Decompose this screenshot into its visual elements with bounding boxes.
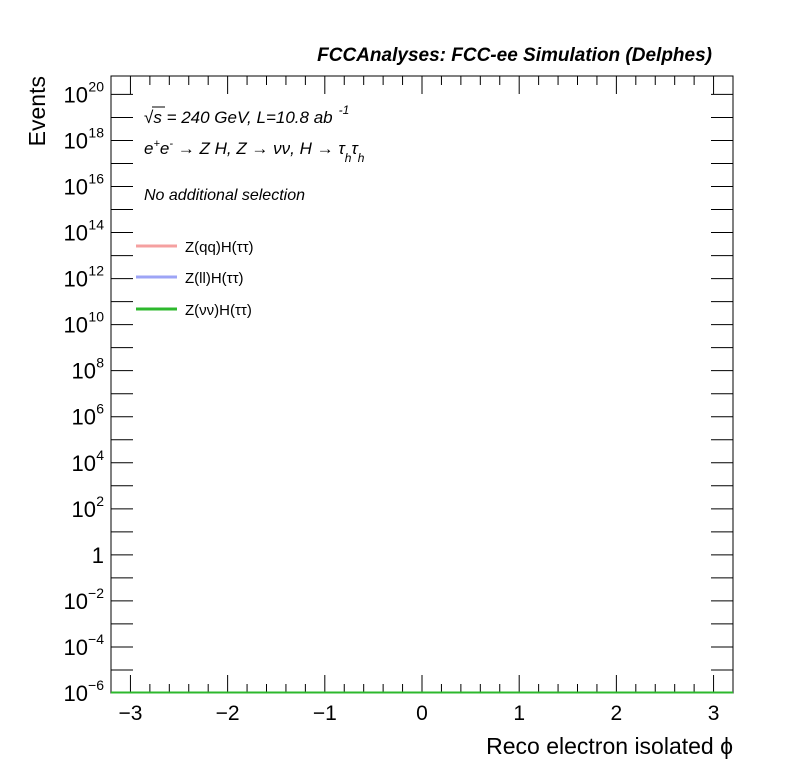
y-tick-label-base: 10 [72, 451, 96, 476]
y-tick-label: −410 [64, 631, 105, 660]
plot-frame [110, 75, 734, 694]
process-text: → Z H, Z → νν, H → τ [173, 139, 346, 158]
process-e1-sup: + [153, 138, 160, 150]
process-e2: e [160, 139, 169, 158]
y-tick-label-base: 10 [64, 82, 88, 107]
y-tick-label-exponent: −4 [88, 631, 104, 647]
x-tick-label: 3 [708, 702, 720, 725]
y-tick-label: −210 [64, 585, 105, 614]
y-tick-label-exponent: 12 [88, 263, 104, 279]
sqrt-s-symbol: √s [144, 108, 162, 127]
y-tick-label: 1 [92, 543, 104, 568]
x-tick-label: 2 [611, 702, 623, 725]
y-tick-label-exponent: 14 [88, 217, 104, 233]
y-tick-label: −610 [64, 677, 105, 706]
y-tick-label-base: 10 [72, 497, 96, 522]
svg-text:e+e- → Z H, Z → νν, H → τhτh: e+e- → Z H, Z → νν, H → τhτh [144, 138, 365, 165]
y-tick-label: 210 [72, 493, 105, 522]
y-tick-label-base: 10 [64, 589, 88, 614]
lumi-unit-exponent: -1 [339, 103, 350, 117]
legend: Z(qq)H(ττ) Z(ll)H(ττ) Z(νν)H(ττ) [136, 239, 254, 319]
y-tick-label: 410 [72, 447, 105, 476]
y-tick-label-exponent: −2 [88, 585, 104, 601]
y-axis-ticks [111, 93, 733, 694]
y-tick-label-exponent: −6 [88, 677, 104, 693]
annotation-selection: No additional selection [144, 187, 305, 204]
legend-label-znn: Z(νν)H(ττ) [185, 302, 252, 319]
legend-label-zll: Z(ll)H(ττ) [185, 270, 244, 287]
annotation-energy-lumi: √s = 240 GeV, L=10.8 ab -1 [144, 103, 349, 127]
annotation-process: e+e- → Z H, Z → νν, H → τhτh [144, 138, 365, 165]
process-tau1-sub: h [345, 151, 352, 165]
process-tau2: τ [351, 139, 359, 158]
process-e2-sup: - [169, 138, 173, 150]
process-e1: e [144, 139, 153, 158]
process-tau2-sub: h [358, 151, 365, 165]
y-tick-label-exponent: 6 [96, 401, 104, 417]
y-tick-label-base: 10 [64, 681, 88, 706]
y-tick-label-base: 10 [64, 635, 88, 660]
x-tick-label: 1 [513, 702, 525, 725]
y-tick-label-exponent: 2 [96, 493, 104, 509]
x-tick-label: −1 [313, 702, 337, 725]
y-tick-label-base: 10 [72, 359, 96, 384]
x-tick-label: −2 [216, 702, 240, 725]
y-tick-label: 610 [72, 401, 105, 430]
legend-label-zqq: Z(qq)H(ττ) [185, 239, 254, 256]
y-axis-label: Events [24, 76, 50, 146]
y-tick-label-exponent: 4 [96, 447, 104, 463]
svg-text:√s = 240 GeV, L=10.8 ab-1: √s = 240 GeV, L=10.8 ab -1 [144, 103, 349, 127]
y-tick-label-base: 10 [64, 313, 88, 338]
x-tick-label: −3 [118, 702, 142, 725]
y-tick-label-base: 10 [64, 267, 88, 292]
x-axis-tick-labels: −3 −2 −1 0 1 2 3 [118, 702, 719, 725]
y-tick-label-exponent: 20 [88, 78, 104, 94]
y-tick-label-exponent: 18 [88, 124, 104, 140]
y-tick-label-exponent: 8 [96, 355, 104, 371]
x-axis-label: Reco electron isolated ϕ [486, 733, 733, 759]
y-axis-tick-labels: 2010181016101410121010108106104102101−21… [64, 78, 105, 706]
y-tick-label-base: 10 [64, 221, 88, 246]
y-tick-label-exponent: 10 [88, 309, 104, 325]
y-tick-label: 810 [72, 355, 105, 384]
x-axis-ticks [110, 76, 734, 693]
x-tick-label: 0 [416, 702, 428, 725]
energy-lumi-text: = 240 GeV, L=10.8 ab [162, 108, 333, 127]
y-tick-label-base: 10 [64, 175, 88, 200]
y-tick-label-base: 10 [64, 128, 88, 153]
chart-header-title: FCCAnalyses: FCC-ee Simulation (Delphes) [317, 45, 712, 66]
y-tick-label-exponent: 16 [88, 171, 104, 187]
y-tick-label-base: 10 [72, 405, 96, 430]
